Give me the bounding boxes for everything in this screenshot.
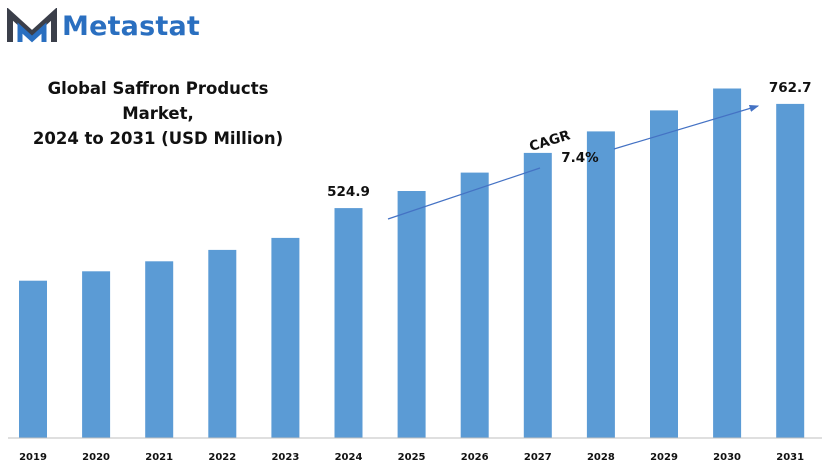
x-tick-label-2028: 2028 bbox=[587, 452, 615, 463]
bar-2019 bbox=[19, 280, 47, 438]
x-tick-label-2023: 2023 bbox=[271, 452, 299, 463]
x-tick-label-2019: 2019 bbox=[19, 452, 47, 463]
x-tick-label-2021: 2021 bbox=[145, 452, 173, 463]
x-tick-label-2029: 2029 bbox=[650, 452, 678, 463]
x-tick-label-2031: 2031 bbox=[776, 452, 804, 463]
x-tick-label-2030: 2030 bbox=[713, 452, 741, 463]
x-tick-label-2027: 2027 bbox=[524, 452, 552, 463]
bar-2028 bbox=[586, 131, 615, 438]
metastat-logo-icon bbox=[7, 8, 57, 43]
chart-title-line-2: 2024 to 2031 (USD Million) bbox=[32, 129, 284, 148]
x-tick-label-2026: 2026 bbox=[461, 452, 489, 463]
brand-name: Metastat bbox=[62, 11, 201, 42]
bar-2024 bbox=[334, 208, 363, 438]
x-tick-label-2024: 2024 bbox=[335, 452, 363, 463]
chart-title-line-1: Global Saffron Products Market, bbox=[47, 79, 269, 123]
bar-2030 bbox=[713, 88, 742, 438]
bar-2023 bbox=[271, 237, 300, 438]
cagr-arrow-segment-1 bbox=[387, 167, 541, 220]
bar-2027 bbox=[523, 152, 552, 438]
chart-title: Global Saffron Products Market, 2024 to … bbox=[10, 76, 306, 151]
bar-2025 bbox=[397, 191, 426, 438]
brand-logo: Metastat bbox=[6, 8, 200, 46]
x-tick-label-2022: 2022 bbox=[208, 452, 236, 463]
cagr-arrow-segment-2 bbox=[613, 104, 760, 150]
x-tick-label-2020: 2020 bbox=[82, 452, 110, 463]
bar-2020 bbox=[82, 271, 111, 438]
bar-2029 bbox=[650, 110, 678, 439]
bar-2021 bbox=[145, 261, 174, 438]
cagr-value: 7.4% bbox=[561, 150, 599, 166]
bar-2022 bbox=[208, 249, 237, 438]
bar-2031 bbox=[776, 103, 805, 439]
bar-2026 bbox=[460, 172, 489, 438]
x-tick-label-2025: 2025 bbox=[398, 452, 426, 463]
data-label-2031: 762.7 bbox=[769, 80, 812, 96]
data-label-2024: 524.9 bbox=[327, 184, 370, 200]
